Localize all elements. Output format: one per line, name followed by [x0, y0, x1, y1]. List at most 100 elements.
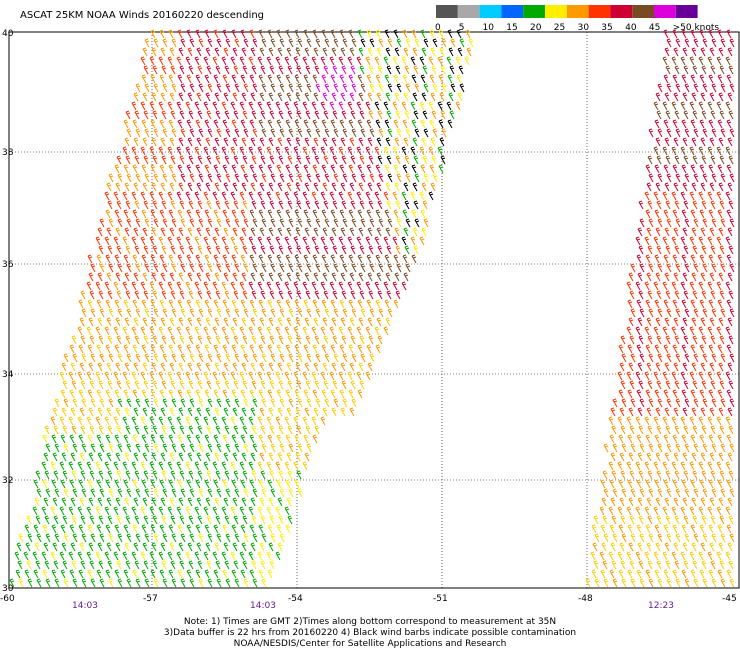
wind-barb [655, 452, 661, 462]
wind-barb [611, 470, 617, 480]
wind-barb [135, 578, 141, 588]
wind-barb [162, 443, 168, 453]
wind-barb [674, 470, 680, 480]
wind-barb [161, 470, 167, 480]
wind-barb [140, 326, 146, 336]
wind-barb [140, 281, 146, 291]
wind-barb [222, 209, 228, 219]
wind-barb [285, 29, 291, 39]
wind-barb [349, 92, 355, 102]
wind-barb [717, 29, 723, 39]
wind-barb [638, 200, 644, 210]
wind-barb [259, 227, 265, 237]
wind-barb [277, 317, 283, 327]
wind-barb [727, 362, 733, 372]
wind-barb [116, 560, 122, 570]
wind-barb [43, 542, 49, 552]
wind-barb [350, 110, 356, 120]
wind-barb [122, 551, 128, 561]
wind-barb [303, 299, 309, 309]
wind-barb [266, 326, 272, 336]
wind-barb [144, 308, 150, 318]
wind-barb [680, 281, 686, 291]
wind-barb [646, 452, 652, 462]
wind-barb [450, 83, 456, 93]
wind-barb [260, 380, 266, 390]
wind-barb [230, 326, 236, 336]
wind-barb [133, 92, 139, 102]
wind-barb [664, 92, 670, 102]
wind-barb [222, 434, 228, 444]
wind-barb [690, 389, 696, 399]
wind-barb [113, 551, 119, 561]
wind-barb [365, 101, 371, 111]
wind-barb [177, 164, 183, 174]
wind-barb [664, 272, 670, 282]
wind-barb [213, 119, 219, 129]
wind-barb [673, 182, 679, 192]
wind-barb [647, 290, 653, 300]
wind-barb [720, 398, 726, 408]
wind-barb [185, 506, 191, 516]
wind-barb [665, 335, 671, 345]
wind-barb [691, 407, 697, 417]
wind-barb [720, 533, 726, 543]
wind-barb [629, 290, 635, 300]
wind-barb [143, 425, 149, 435]
wind-barb [293, 101, 299, 111]
wind-barb [378, 128, 384, 138]
wind-barb [232, 92, 238, 102]
wind-barb [672, 479, 678, 489]
wind-barb [206, 290, 212, 300]
wind-barb [675, 488, 681, 498]
wind-barb [153, 38, 159, 48]
wind-barb [231, 569, 237, 579]
wind-barb [213, 254, 219, 264]
wind-barb [234, 38, 240, 48]
wind-barb [168, 209, 174, 219]
wind-barb [428, 191, 434, 201]
wind-barb [71, 515, 77, 525]
wind-barb [177, 74, 183, 84]
wind-barb [366, 29, 372, 39]
wind-barb [666, 443, 672, 453]
wind-barb [639, 218, 645, 228]
wind-barb [689, 101, 695, 111]
wind-barb [287, 245, 293, 255]
wind-barb [116, 245, 122, 255]
wind-barb [141, 74, 147, 84]
wind-barb [90, 263, 96, 273]
wind-barb [149, 191, 155, 201]
wind-barb [152, 560, 158, 570]
wind-barb [455, 101, 461, 111]
wind-barb [349, 182, 355, 192]
wind-barb [188, 65, 194, 75]
wind-barb [115, 362, 121, 372]
wind-barb [648, 128, 654, 138]
wind-barb [360, 353, 366, 363]
wind-barb [663, 299, 669, 309]
wind-barb [268, 92, 274, 102]
wind-barb [348, 389, 354, 399]
wind-barb [599, 551, 605, 561]
wind-barb [124, 182, 130, 192]
wind-barb [386, 110, 392, 120]
wind-barb [728, 425, 734, 435]
wind-barb [259, 542, 265, 552]
wind-barb [287, 200, 293, 210]
wind-barb [466, 47, 472, 57]
wind-barb [179, 200, 185, 210]
wind-barb [278, 380, 284, 390]
wind-barb [719, 65, 725, 75]
wind-barb [126, 398, 132, 408]
wind-barb [645, 389, 651, 399]
wind-barb [243, 398, 249, 408]
wind-barb [80, 515, 86, 525]
wind-barb [80, 290, 86, 300]
wind-barb [367, 92, 373, 102]
wind-barb [348, 209, 354, 219]
legend-label: >50 knots [673, 23, 720, 33]
wind-barb [412, 227, 418, 237]
wind-barb [224, 380, 230, 390]
wind-barb [303, 74, 309, 84]
